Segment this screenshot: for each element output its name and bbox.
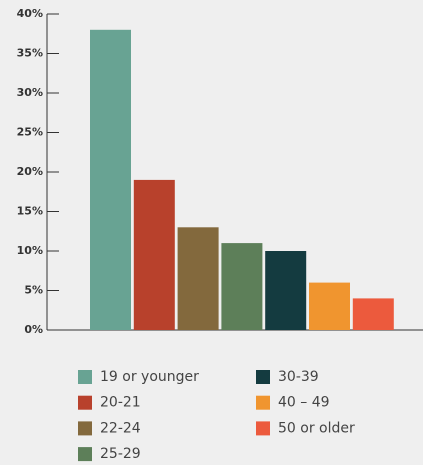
bar	[90, 29, 131, 331]
y-tick-label: 5%	[24, 284, 43, 297]
y-tick-label: 30%	[17, 86, 43, 99]
y-tick-label: 15%	[17, 205, 43, 218]
legend-swatch	[78, 421, 92, 436]
legend-label: 30-39	[278, 369, 319, 385]
legend-swatch	[78, 370, 92, 384]
legend-swatch	[256, 421, 270, 436]
legend-label: 20-21	[100, 395, 141, 411]
y-tick-label: 20%	[17, 165, 43, 178]
legend-swatch	[78, 395, 92, 410]
bar	[265, 251, 307, 330]
bar	[221, 243, 263, 330]
legend-label: 40 – 49	[278, 395, 330, 411]
y-tick-label: 25%	[17, 126, 43, 139]
legend-swatch	[78, 447, 92, 462]
legend-swatch	[256, 370, 270, 384]
legend-label: 25-29	[100, 446, 141, 462]
y-tick-label: 35%	[17, 47, 43, 60]
bar	[177, 227, 219, 330]
bar	[309, 282, 350, 330]
bar	[133, 179, 175, 330]
legend-label: 50 or older	[278, 420, 355, 436]
y-tick-label: 10%	[17, 244, 43, 257]
bar	[352, 298, 394, 330]
legend-label: 19 or younger	[100, 369, 199, 385]
legend-label: 22-24	[100, 420, 141, 436]
y-tick-label: 0%	[24, 323, 43, 336]
legend-swatch	[256, 395, 270, 410]
y-tick-label: 40%	[17, 7, 43, 20]
